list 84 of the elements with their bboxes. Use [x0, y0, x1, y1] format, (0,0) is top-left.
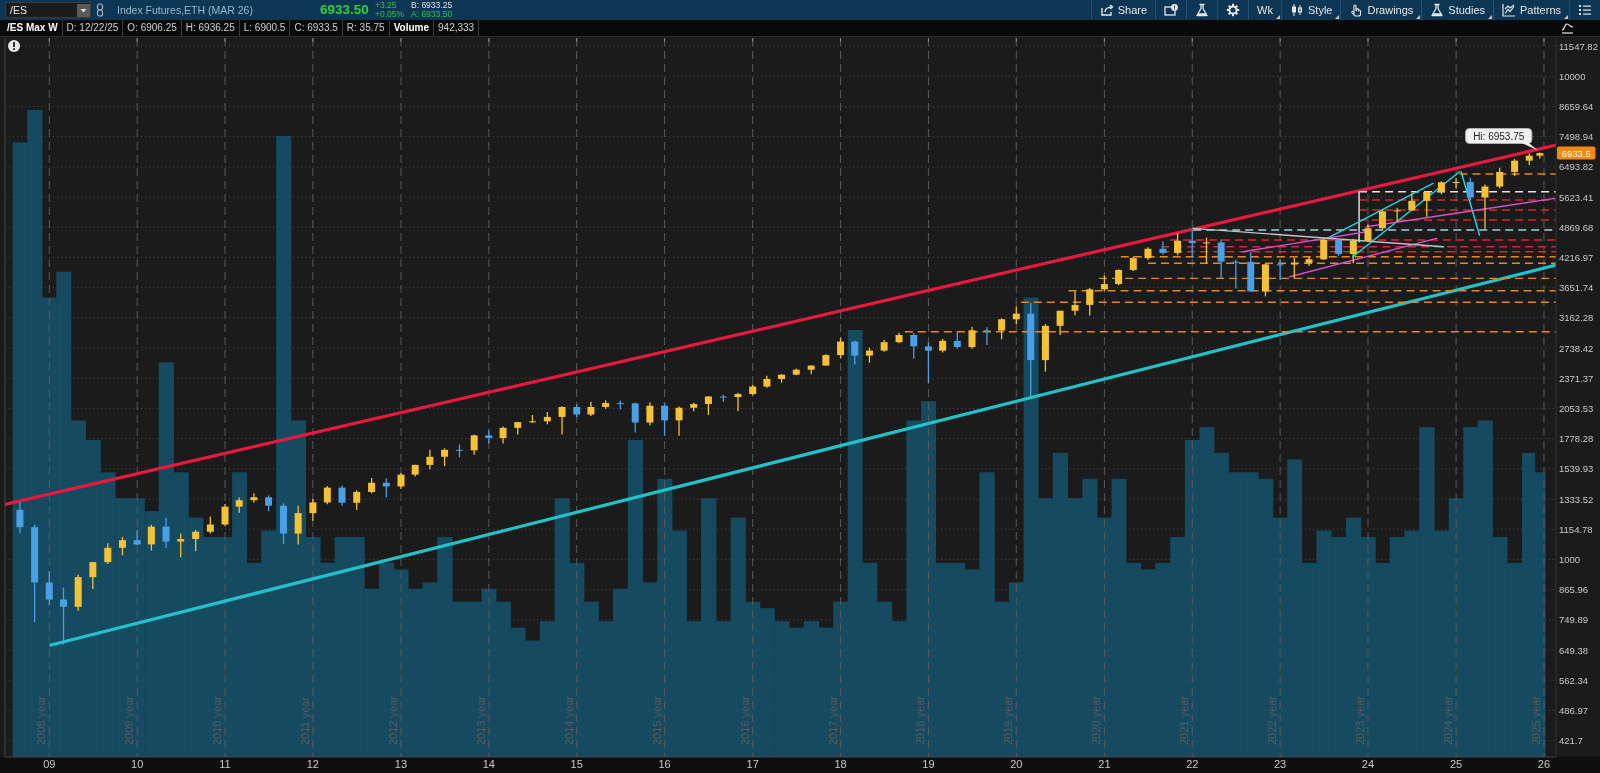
chart-title: Index Futures,ETH (MAR 26) — [117, 3, 253, 17]
ref-line-label: 2023 year — [1353, 695, 1366, 745]
y-tick-label: 1333.52 — [1559, 493, 1594, 505]
y-tick-label: 3162.28 — [1559, 312, 1594, 324]
text: Patterns — [1520, 4, 1561, 16]
x-tick-label: 10 — [131, 758, 144, 770]
y-tick-label: 486.97 — [1559, 704, 1589, 716]
text: /ES Max W — [3, 20, 63, 36]
text: H: 6936.25 — [181, 20, 240, 36]
text: Wk — [1257, 4, 1273, 16]
y-tick-label: 2053.53 — [1559, 402, 1594, 414]
x-tick-label: 24 — [1361, 758, 1375, 770]
text: Studies — [1448, 4, 1486, 16]
ref-line-label: 2016 year — [738, 695, 751, 745]
y-tick-label: 865.96 — [1559, 584, 1589, 596]
ref-line-label: 2022 year — [1266, 695, 1279, 745]
y-tick-label: 10000 — [1559, 70, 1586, 82]
text: +3.25 — [375, 0, 397, 10]
ref-line-label: 2013 year — [474, 695, 487, 745]
y-tick-label: 421.7 — [1559, 735, 1583, 747]
y-tick-label: 649.38 — [1559, 644, 1589, 656]
ref-line-label: 2019 year — [1002, 695, 1015, 745]
y-tick-label: 7498.94 — [1559, 131, 1594, 143]
annotation: 6933.5 — [1561, 148, 1591, 160]
y-tick-label: 2738.42 — [1559, 342, 1594, 354]
ref-line-label: 2014 year — [562, 695, 575, 745]
x-tick-label: 16 — [658, 758, 671, 770]
text: 942,333 — [434, 20, 480, 36]
text: O: 6906.25 — [123, 20, 182, 36]
x-tick-label: 09 — [43, 758, 56, 770]
text: L: 6900.5 — [239, 20, 291, 36]
x-tick-label: 14 — [482, 758, 495, 770]
y-tick-label: 6493.82 — [1559, 161, 1594, 173]
y-tick-label: 5623.41 — [1559, 191, 1594, 203]
y-tick-label: 1539.93 — [1559, 463, 1594, 475]
text: B: 6933.25 — [411, 0, 453, 10]
ref-line-label: 2024 year — [1442, 695, 1455, 745]
ref-line-label: 2018 year — [914, 695, 927, 745]
y-tick-label: 562.34 — [1559, 674, 1589, 686]
x-tick-label: 26 — [1537, 758, 1551, 770]
x-tick-label: 22 — [1186, 758, 1199, 770]
ref-line-label: 2010 year — [211, 695, 224, 745]
ref-line-label: 2021 year — [1178, 695, 1191, 745]
ref-line-label: 2011 year — [298, 696, 311, 745]
x-tick-label: 21 — [1098, 758, 1111, 770]
y-tick-label: 8659.64 — [1559, 100, 1594, 112]
text: +0.05% — [375, 9, 405, 19]
ref-line-label: 2017 year — [826, 695, 839, 745]
text: Share — [1117, 4, 1148, 16]
ref-line-label: 2025 year — [1529, 695, 1542, 745]
ref-line-label: 2015 year — [650, 695, 663, 745]
y-tick-label: 3651.74 — [1559, 282, 1594, 294]
x-tick-label: 18 — [834, 758, 847, 770]
x-tick-label: 13 — [394, 758, 408, 770]
x-tick-label: 17 — [746, 758, 759, 770]
ref-line-label: 2020 year — [1090, 695, 1103, 745]
text: D: 12/22/25 — [62, 20, 124, 36]
ref-line-label: 2012 year — [386, 695, 399, 745]
text: R: 35.75 — [342, 20, 390, 36]
text: Style — [1308, 4, 1333, 16]
text: Volume — [389, 20, 435, 36]
ref-line-label: 2008 year — [35, 695, 48, 745]
text: /ES — [5, 2, 91, 18]
text: A: 6933.50 — [411, 9, 453, 19]
y-tick-label: 1000 — [1559, 553, 1581, 565]
x-tick-label: 19 — [922, 758, 935, 770]
text: 6933.50 — [320, 1, 369, 19]
y-tick-label: 11547.82 — [1559, 40, 1598, 52]
annotation: Hi: 6953.75 — [1473, 130, 1525, 142]
x-tick-label: 15 — [570, 758, 583, 770]
text: Drawings — [1367, 4, 1414, 16]
y-tick-label: 1778.28 — [1559, 433, 1594, 445]
y-tick-label: 1154.78 — [1559, 523, 1593, 535]
y-tick-label: 749.89 — [1559, 614, 1589, 626]
y-tick-label: 2371.37 — [1559, 372, 1594, 384]
x-tick-label: 20 — [1010, 758, 1023, 770]
x-tick-label: 12 — [306, 758, 320, 770]
ref-line-label: 2009 year — [123, 695, 136, 745]
y-tick-label: 4216.97 — [1559, 251, 1594, 263]
text: C: 6933.5 — [290, 20, 343, 36]
x-tick-label: 25 — [1449, 758, 1463, 770]
y-tick-label: 4869.68 — [1559, 221, 1594, 233]
x-tick-label: 11 — [219, 758, 231, 770]
x-tick-label: 23 — [1274, 758, 1287, 770]
